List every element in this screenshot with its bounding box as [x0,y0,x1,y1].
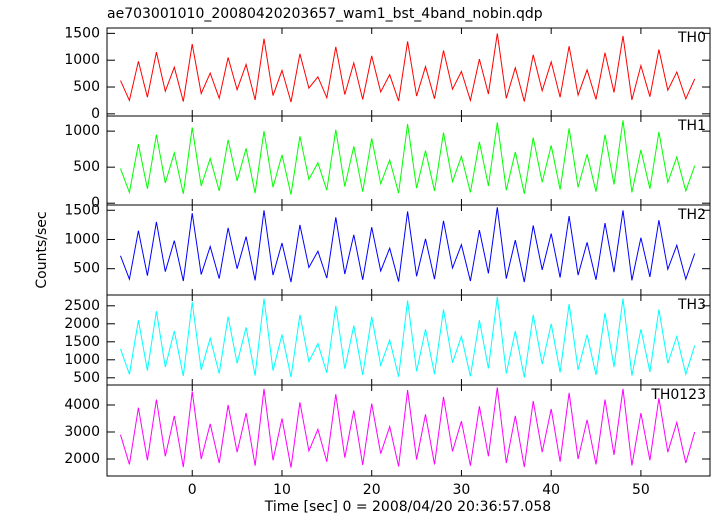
series-line [120,387,696,468]
panel-label: TH1 [677,118,706,134]
y-tick-label: 500 [73,159,100,175]
y-tick-label: 2500 [64,298,100,314]
panel-label: TH3 [677,297,706,313]
x-tick-label: 40 [542,482,560,498]
y-tick-label: 1000 [64,231,100,247]
y-tick-label: 500 [73,79,100,95]
x-tick-label: 30 [453,482,471,498]
x-tick-label: 10 [273,482,291,498]
x-tick-label: 50 [632,482,650,498]
y-tick-label: 2000 [64,316,100,332]
series-line [120,33,696,103]
y-tick-label: 1500 [64,25,100,41]
y-tick-label: 0 [91,106,100,122]
series-line [120,207,696,283]
y-tick-label: 1000 [64,52,100,68]
y-tick-label: 2000 [64,451,100,467]
y-tick-label: 1500 [64,334,100,350]
panel-label: TH0123 [650,387,706,403]
y-tick-label: 3000 [64,424,100,440]
y-tick-label: 0 [91,195,100,211]
panel-label: TH2 [677,207,706,223]
series-line [120,120,696,195]
chart-title: ae703001010_20080420203657_wam1_bst_4ban… [107,6,543,22]
y-tick-label: 4000 [64,397,100,413]
panel-label: TH0 [677,30,706,46]
y-axis-label: Counts/sec [34,211,50,288]
y-tick-label: 500 [73,261,100,277]
y-tick-label: 1000 [64,352,100,368]
y-tick-label: 1000 [64,123,100,139]
y-tick-label: 500 [73,370,100,386]
y-tick-label: 1500 [64,202,100,218]
x-tick-label: 20 [363,482,381,498]
panel-frame [106,384,711,477]
x-tick-label: 0 [188,482,197,498]
series-line [120,296,696,378]
x-axis-label: Time [sec] 0 = 2008/04/20 20:36:57.058 [264,499,551,515]
